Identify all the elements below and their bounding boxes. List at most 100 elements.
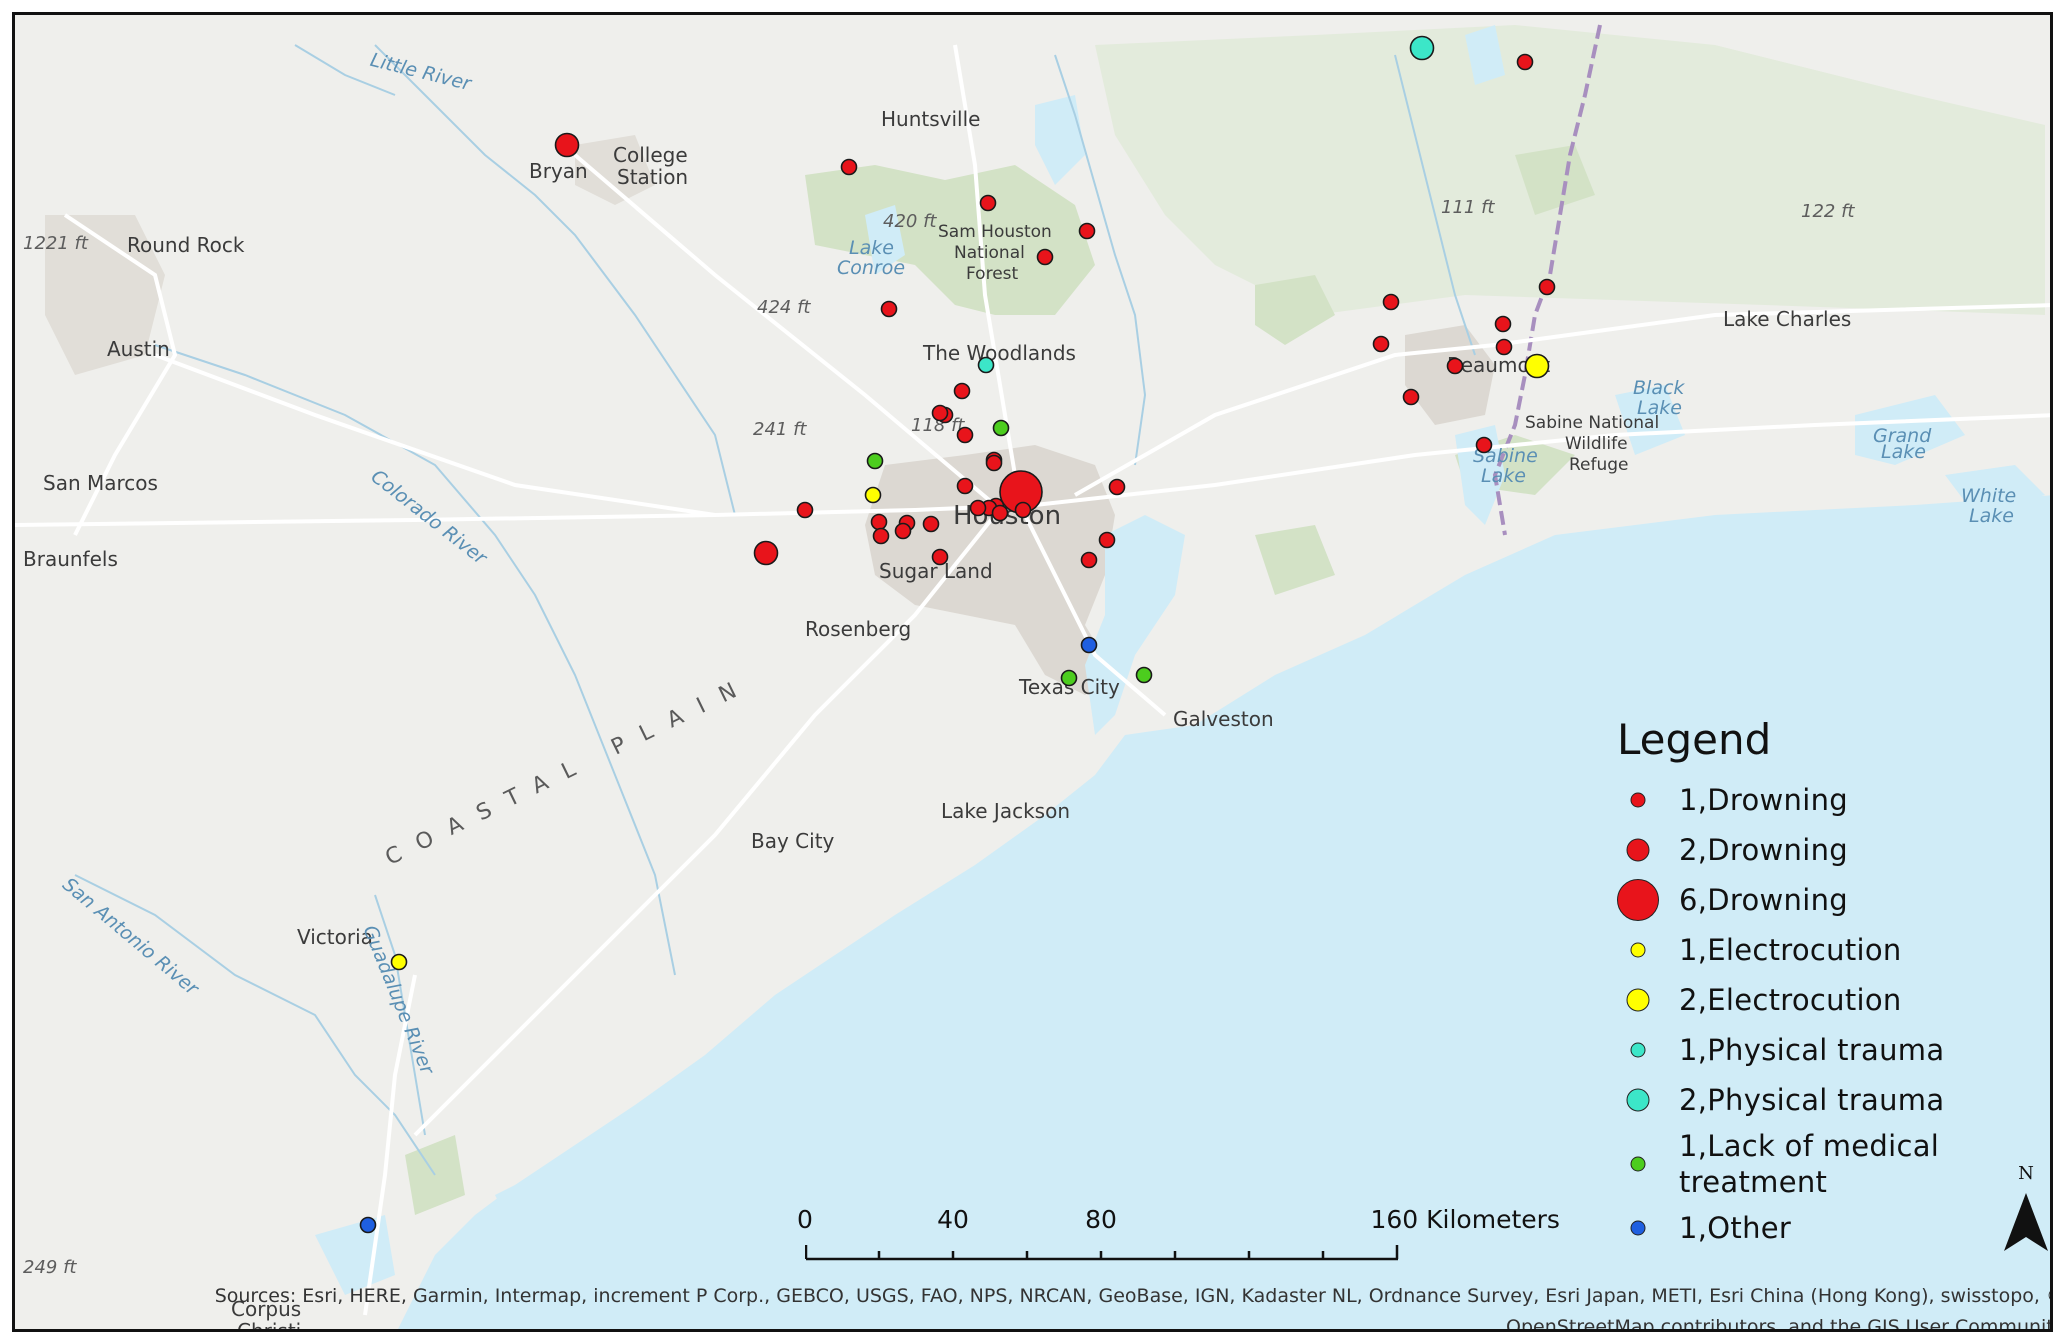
place-label: Station bbox=[617, 165, 689, 189]
place-label: Braunfels bbox=[23, 547, 118, 571]
incident-marker[interactable]: 2,Physical trauma bbox=[1409, 35, 1435, 61]
incident-marker[interactable]: 1,Drowning bbox=[1475, 436, 1493, 454]
incident-marker[interactable]: 1,Drowning bbox=[1014, 501, 1032, 519]
incident-marker[interactable]: 1,Electrocution bbox=[864, 486, 882, 504]
legend-symbol bbox=[1613, 1139, 1663, 1189]
incident-marker[interactable]: 1,Lack of medical treatment bbox=[1060, 669, 1078, 687]
legend-label-line: 1,Lack of medical bbox=[1679, 1129, 1940, 1164]
incident-marker[interactable]: 1,Drowning bbox=[1516, 53, 1534, 71]
water-label: Conroe bbox=[837, 257, 906, 279]
place-label: Rosenberg bbox=[805, 617, 912, 641]
legend-label: 2,Drowning bbox=[1679, 833, 1848, 868]
elevation-label: 241 ft bbox=[753, 419, 807, 440]
legend-item: 2,Physical trauma bbox=[1613, 1075, 2033, 1125]
incident-marker[interactable]: 1,Drowning bbox=[1098, 531, 1116, 549]
incident-markers: 2,Drowning1,Drowning1,Drowning1,Drowning… bbox=[359, 35, 1556, 1234]
incident-marker[interactable]: 1,Drowning bbox=[1108, 478, 1126, 496]
legend-symbol bbox=[1613, 1075, 1663, 1125]
incident-marker[interactable]: 1,Drowning bbox=[953, 382, 971, 400]
water-label: Lake bbox=[849, 237, 894, 259]
legend-label: 2,Electrocution bbox=[1679, 983, 1902, 1018]
place-label: Refuge bbox=[1569, 455, 1629, 475]
incident-marker[interactable]: 1,Drowning bbox=[1078, 222, 1096, 240]
incident-marker[interactable]: 1,Drowning bbox=[991, 504, 1009, 522]
place-label: San Marcos bbox=[43, 471, 158, 495]
water-label: Lake bbox=[1969, 505, 2014, 527]
incident-marker[interactable]: 1,Drowning bbox=[956, 426, 974, 444]
lake-conroe bbox=[865, 205, 905, 275]
legend-item: 1,Lack of medical treatment bbox=[1613, 1125, 2033, 1203]
incident-marker[interactable]: 1,Drowning bbox=[969, 499, 987, 517]
incident-marker[interactable]: 1,Drowning bbox=[870, 513, 888, 531]
legend-label: 1,Electrocution bbox=[1679, 933, 1902, 968]
green-patch-1 bbox=[1255, 275, 1335, 345]
place-label: Austin bbox=[107, 337, 170, 361]
legend-dot bbox=[1630, 1156, 1646, 1172]
north-arrow-icon bbox=[2004, 1193, 2048, 1251]
incident-marker[interactable]: 1,Lack of medical treatment bbox=[1135, 666, 1153, 684]
incident-marker[interactable]: 1,Drowning bbox=[985, 454, 1003, 472]
elevation-label: 122 ft bbox=[1801, 201, 1855, 222]
elevation-label: 111 ft bbox=[1441, 197, 1495, 218]
incident-marker[interactable]: 1,Physical trauma bbox=[977, 356, 995, 374]
incident-marker[interactable]: 1,Other bbox=[1080, 636, 1098, 654]
incident-marker[interactable]: 1,Drowning bbox=[1495, 338, 1513, 356]
place-label: Bay City bbox=[751, 829, 835, 853]
incident-marker[interactable]: 1,Drowning bbox=[922, 515, 940, 533]
place-label: College bbox=[613, 143, 688, 167]
scale-tick-label: 0 bbox=[797, 1205, 813, 1234]
incident-marker[interactable]: 1,Drowning bbox=[1372, 335, 1390, 353]
place-label: Sabine National bbox=[1525, 413, 1660, 433]
place-label: Wildlife bbox=[1565, 434, 1628, 454]
north-arrow: N bbox=[2000, 1163, 2050, 1263]
incident-marker[interactable]: 1,Other bbox=[359, 1216, 377, 1234]
place-label: Christi bbox=[237, 1319, 302, 1332]
scale-line bbox=[805, 1245, 1399, 1261]
attribution-line: Sources: Esri, HERE, Garmin, Intermap, i… bbox=[214, 1285, 2053, 1307]
state-border bbox=[1492, 24, 1602, 536]
place-label: Sam Houston bbox=[938, 222, 1052, 242]
lake-livingston bbox=[1035, 95, 1085, 185]
incident-marker[interactable]: 1,Drowning bbox=[956, 477, 974, 495]
austin-urban bbox=[45, 215, 165, 375]
scale-bar: 0 40 80 160 Kilometers bbox=[797, 1205, 1560, 1261]
place-label: Galveston bbox=[1173, 707, 1274, 731]
incident-marker[interactable]: 1,Drowning bbox=[1538, 278, 1556, 296]
incident-marker[interactable]: 1,Drowning bbox=[796, 501, 814, 519]
incident-marker[interactable]: 1,Electrocution bbox=[390, 953, 408, 971]
incident-marker[interactable]: 1,Drowning bbox=[1080, 551, 1098, 569]
north-label: N bbox=[2018, 1163, 2034, 1184]
galveston-bay bbox=[1085, 515, 1185, 735]
legend-label: 1,Physical trauma bbox=[1679, 1033, 1945, 1068]
place-label: Texas City bbox=[1019, 675, 1120, 699]
scale-tick-label: 80 bbox=[1085, 1205, 1117, 1234]
place-label: The Woodlands bbox=[923, 341, 1076, 365]
incident-marker[interactable]: 2,Drowning bbox=[554, 132, 580, 158]
incident-marker[interactable]: 1,Drowning bbox=[931, 404, 949, 422]
incident-marker[interactable]: 1,Drowning bbox=[1402, 388, 1420, 406]
incident-marker[interactable]: 1,Drowning bbox=[894, 522, 912, 540]
incident-marker[interactable]: 1,Drowning bbox=[979, 194, 997, 212]
matagorda-bay bbox=[495, 1155, 635, 1235]
incident-marker[interactable]: 1,Drowning bbox=[1446, 357, 1464, 375]
incident-marker[interactable]: 1,Lack of medical treatment bbox=[992, 419, 1010, 437]
incident-marker[interactable]: 1,Drowning bbox=[872, 527, 890, 545]
incident-marker[interactable]: 1,Drowning bbox=[1036, 248, 1054, 266]
incident-marker[interactable]: 1,Drowning bbox=[1494, 315, 1512, 333]
water-label: Lake bbox=[1881, 441, 1926, 463]
incident-marker[interactable]: 1,Drowning bbox=[931, 548, 949, 566]
incident-marker[interactable]: 1,Drowning bbox=[840, 158, 858, 176]
incident-marker[interactable]: 1,Lack of medical treatment bbox=[866, 452, 884, 470]
map-frame[interactable]: Huntsville College Station Bryan Round R… bbox=[12, 12, 2053, 1332]
place-label: Lake Jackson bbox=[941, 799, 1070, 823]
legend-item: 2,Drowning bbox=[1613, 825, 2033, 875]
incident-marker[interactable]: 1,Drowning bbox=[1382, 293, 1400, 311]
legend-item: 1,Physical trauma bbox=[1613, 1025, 2033, 1075]
incident-marker[interactable]: 2,Electrocution bbox=[1524, 353, 1550, 379]
incident-marker[interactable]: 2,Drowning bbox=[753, 540, 779, 566]
incident-marker[interactable]: 1,Drowning bbox=[880, 300, 898, 318]
legend-symbol bbox=[1613, 975, 1663, 1025]
toledo-bend bbox=[1465, 25, 1505, 85]
basemap bbox=[15, 15, 2050, 1329]
place-label: Lake Charles bbox=[1723, 307, 1852, 331]
